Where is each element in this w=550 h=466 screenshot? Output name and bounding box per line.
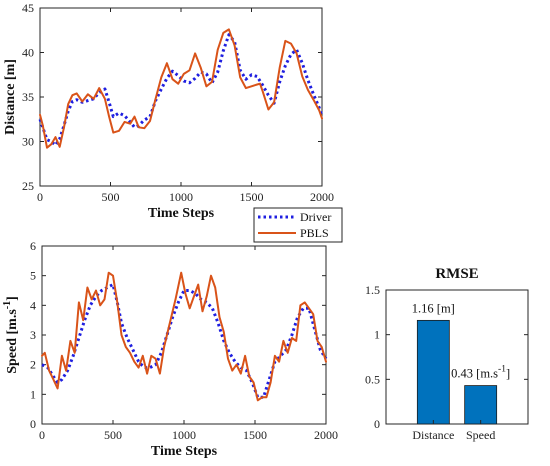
bar-distance bbox=[416, 319, 450, 425]
data-label-speed: 0.43 [m.s-1] bbox=[451, 365, 510, 381]
x-tick-label: 500 bbox=[102, 190, 120, 204]
series-pbls-line bbox=[39, 28, 323, 149]
data-label-close: ] bbox=[506, 367, 510, 381]
data-label-distance: 1.16 [m] bbox=[412, 301, 455, 315]
x-tick-label: 1500 bbox=[240, 190, 264, 204]
y-tick-label: 1 bbox=[374, 328, 380, 342]
x-tick-label: Speed bbox=[466, 428, 495, 442]
plot-area bbox=[41, 245, 327, 425]
x-axis-label: Time Steps bbox=[151, 444, 218, 459]
data-label-text: 1.16 [m] bbox=[412, 301, 455, 315]
y-axis-label-close: ] bbox=[5, 296, 20, 301]
y-tick-label: 45 bbox=[22, 1, 34, 15]
legend-box bbox=[253, 207, 343, 243]
data-label-sup: -1 bbox=[498, 365, 506, 375]
x-tick-label: 2000 bbox=[314, 428, 338, 442]
y-tick-label: 0 bbox=[374, 417, 380, 431]
y-tick-label: 5 bbox=[30, 269, 36, 283]
x-tick-label: 0 bbox=[37, 190, 43, 204]
x-tick-label: 500 bbox=[104, 428, 122, 442]
y-tick-label: 4 bbox=[30, 298, 36, 312]
y-axis-label-text: Distance [m] bbox=[3, 59, 18, 135]
chart-title: RMSE bbox=[435, 266, 478, 282]
x-tick-label: Distance bbox=[412, 428, 454, 442]
legend-driver-label: Driver bbox=[300, 210, 331, 224]
y-axis-label: Speed [m.s-1] bbox=[2, 296, 20, 374]
plot-area bbox=[39, 7, 323, 187]
x-tick-label: 0 bbox=[39, 428, 45, 442]
y-tick-label: 30 bbox=[22, 135, 34, 149]
x-tick-label: 2000 bbox=[310, 190, 334, 204]
x-tick-label: 1500 bbox=[243, 428, 267, 442]
y-tick-label: 25 bbox=[22, 179, 34, 193]
legend: Driver PBLS bbox=[253, 207, 343, 243]
x-tick-label: 1000 bbox=[172, 428, 196, 442]
x-axis-label: Time Steps bbox=[148, 206, 215, 221]
y-tick-label: 1.5 bbox=[365, 283, 380, 297]
x-tick-label: 1000 bbox=[169, 190, 193, 204]
y-tick-label: 1 bbox=[30, 387, 36, 401]
y-tick-label: 3 bbox=[30, 328, 36, 342]
chart-rmse: 0 0.5 1 1.5 RMSE Distance 1.16 [m] Speed 0.43 [m… bbox=[365, 266, 529, 442]
y-tick-label: 6 bbox=[30, 239, 36, 253]
bar-speed bbox=[464, 385, 498, 425]
data-label-text: 0.43 [m.s bbox=[451, 367, 498, 381]
y-axis-label-text: Speed [m.s bbox=[5, 309, 20, 374]
plot-area bbox=[385, 289, 529, 425]
legend-pbls-label: PBLS bbox=[300, 226, 329, 240]
y-tick-label: 40 bbox=[22, 46, 34, 60]
chart-distance: 0 500 1000 1500 2000 25 30 35 40 45 Time Steps Dist… bbox=[3, 1, 334, 221]
y-tick-label: 2 bbox=[30, 358, 36, 372]
y-tick-label: 35 bbox=[22, 90, 34, 104]
y-tick-label: 0 bbox=[30, 417, 36, 431]
y-axis-label-sup: -1 bbox=[2, 301, 13, 309]
chart-speed: 0 500 1000 1500 2000 0 1 2 3 4 5 6 Time Steps Speed [… bbox=[2, 239, 338, 459]
y-tick-label: 0.5 bbox=[365, 372, 380, 386]
series-pbls-line bbox=[41, 271, 327, 402]
y-axis-label: Distance [m] bbox=[3, 59, 18, 135]
